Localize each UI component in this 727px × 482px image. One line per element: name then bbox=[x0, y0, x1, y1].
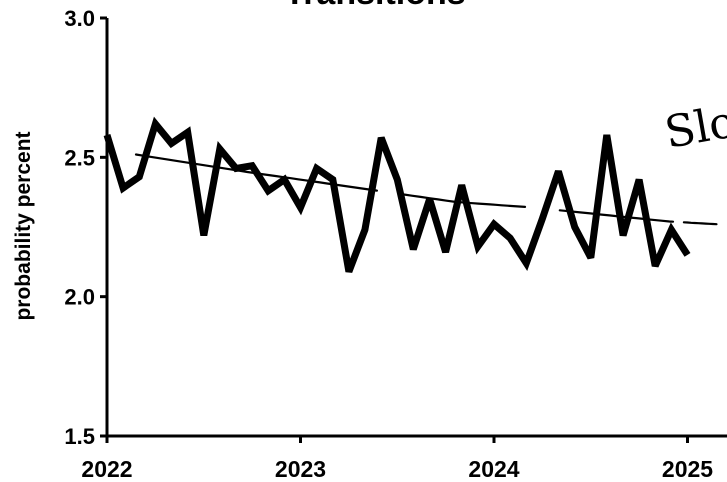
x-tick-label: 2023 bbox=[275, 456, 326, 482]
series-line-path bbox=[103, 116, 691, 273]
y-tick-label: 3.0 bbox=[64, 6, 95, 31]
handwritten-annotation: Slo bbox=[661, 96, 727, 159]
tick-labels: 1.5 2.0 2.5 3.0 2022 2023 2024 2025 bbox=[64, 6, 713, 482]
y-tick-label: 2.0 bbox=[64, 285, 95, 310]
y-tick-label: 2.5 bbox=[64, 145, 95, 170]
chart-title: Transitions bbox=[284, 0, 465, 12]
y-tick-label: 1.5 bbox=[64, 424, 95, 449]
series-line bbox=[103, 116, 691, 273]
axes bbox=[105, 18, 727, 438]
y-axis-label: probability percent bbox=[12, 131, 35, 320]
x-tick-label: 2022 bbox=[81, 456, 132, 482]
trend-segment bbox=[682, 221, 718, 226]
x-tick-label: 2025 bbox=[662, 456, 713, 482]
x-tick-label: 2024 bbox=[468, 456, 519, 482]
